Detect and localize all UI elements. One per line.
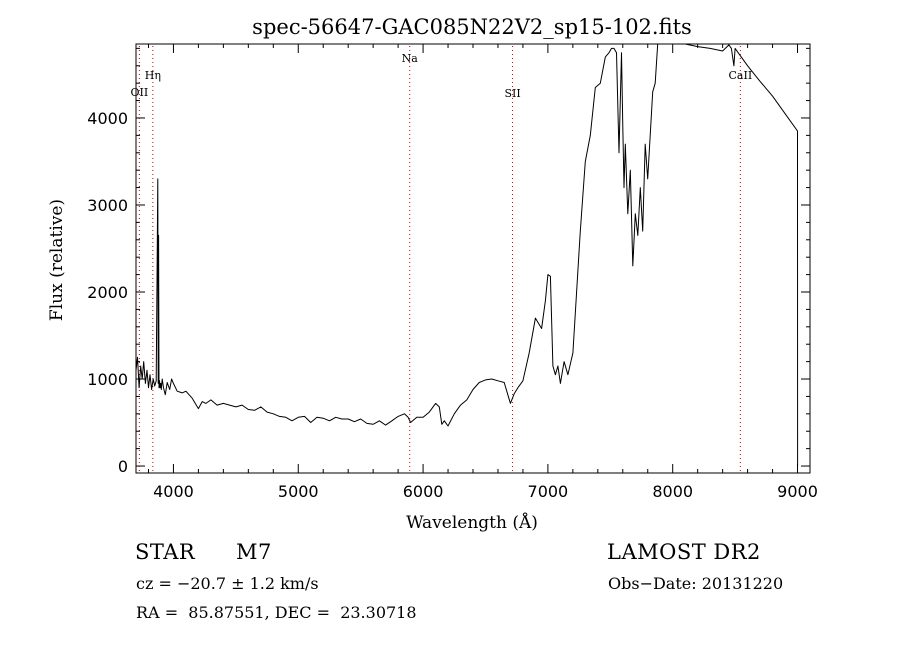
x-tick-label: 8000 [652,482,693,501]
observation-date: Obs−Date: 20131220 [608,574,784,593]
spectral-line-label: CaII [729,69,753,82]
y-tick-label: 4000 [87,109,128,128]
y-tick-label: 2000 [87,283,128,302]
plot-marks: OII Hη Na SII CaII [131,44,799,471]
spectral-line-label: SII [504,87,520,100]
y-tick-label: 3000 [87,196,128,215]
object-subclass: M7 [236,540,272,564]
plot-axes: 4000 5000 6000 7000 8000 9000 0 1000 2000 3000 400… [87,43,818,501]
survey-name: LAMOST DR2 [607,540,761,564]
coordinates: RA = 85.87551, DEC = 23.30718 [136,603,417,622]
x-axis-label: Wavelength (Å) [406,512,538,533]
y-tick-label: 0 [118,457,128,476]
y-axis-label: Flux (relative) [47,199,67,321]
y-tick-label: 1000 [87,370,128,389]
spectral-line-label: Na [402,52,419,65]
spectral-line-label: OII [131,86,149,99]
plot-frame [135,43,811,474]
x-tick-label: 5000 [278,482,319,501]
spectral-line-label: Hη [145,69,161,82]
x-tick-label: 4000 [153,482,194,501]
x-tick-label: 7000 [528,482,569,501]
x-tick-label: 6000 [403,482,444,501]
redshift-velocity: cz = −20.7 ± 1.2 km/s [136,574,319,593]
object-class: STAR [135,540,196,564]
spectrum-series-line [136,44,799,467]
chart-title: spec-56647-GAC085N22V2_sp15-102.fits [252,15,692,39]
x-tick-label: 9000 [777,482,818,501]
